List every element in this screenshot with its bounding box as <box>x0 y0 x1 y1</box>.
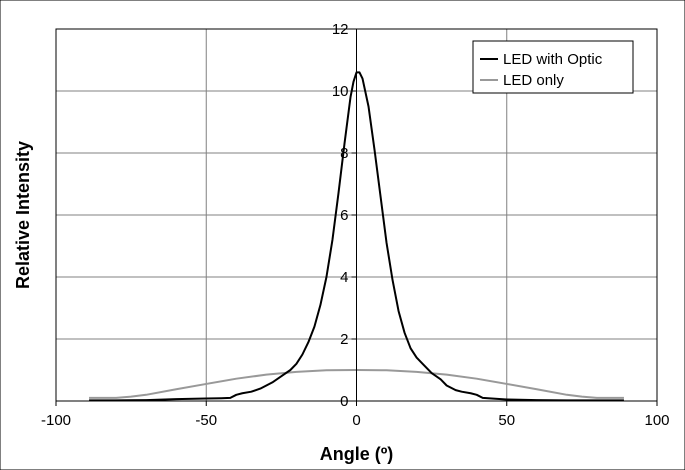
legend-label-led-only: LED only <box>503 72 564 89</box>
x-tick-label: 100 <box>644 412 669 429</box>
y-tick-label: 2 <box>340 331 348 348</box>
y-tick-label: 8 <box>340 145 348 162</box>
tick-labels: -100 -50 0 50 100 0 2 4 6 8 10 12 <box>41 21 670 429</box>
y-tick-label: 10 <box>332 83 349 100</box>
x-tick-label: -100 <box>41 412 71 429</box>
x-tick-label: 0 <box>352 412 360 429</box>
y-axis-title: Relative Intensity <box>13 141 33 289</box>
y-tick-label: 6 <box>340 207 348 224</box>
x-tick-label: 50 <box>498 412 515 429</box>
y-tick-label: 12 <box>332 21 349 38</box>
x-axis-title: Angle (º) <box>320 444 394 464</box>
legend: LED with Optic LED only <box>472 40 634 94</box>
y-tick-label: 4 <box>340 269 348 286</box>
legend-label-led-with-optic: LED with Optic <box>503 51 603 68</box>
legend-box <box>472 40 634 94</box>
x-tick-label: -50 <box>195 412 217 429</box>
y-tick-label: 0 <box>340 393 348 410</box>
